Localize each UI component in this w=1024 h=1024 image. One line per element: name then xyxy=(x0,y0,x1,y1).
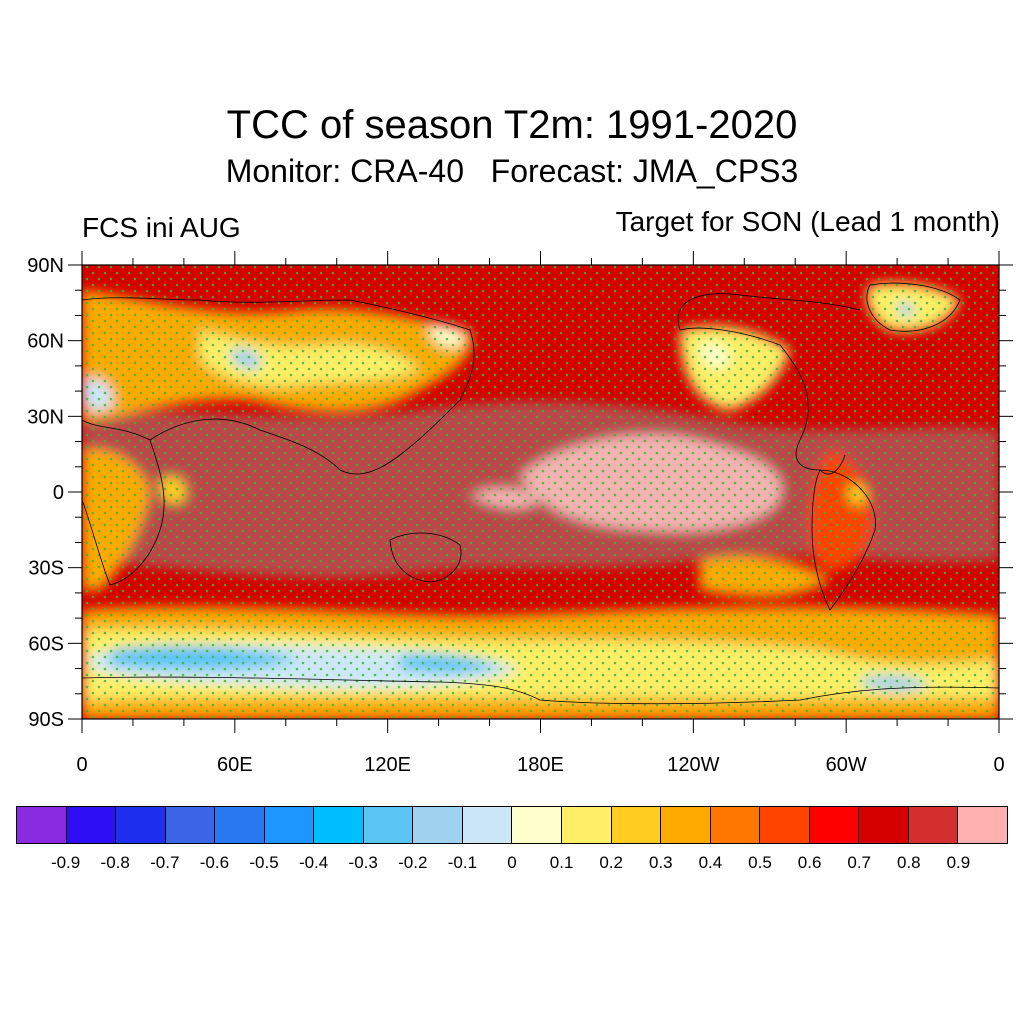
colorbar-swatch xyxy=(314,807,364,843)
lon-tick-label: 120E xyxy=(364,754,411,776)
colorbar-tick-label: 0.1 xyxy=(549,853,574,872)
lon-tick-label: 0 xyxy=(76,754,87,776)
colorbar-swatch xyxy=(215,807,265,843)
lat-tick-label: 90S xyxy=(28,709,64,731)
colorbar-swatch xyxy=(710,807,761,843)
colorbar-tick-label: 0.4 xyxy=(698,853,723,872)
colorbar-tick-label: -0.6 xyxy=(199,853,230,872)
lon-tick-label: 180E xyxy=(517,754,564,776)
colorbar-swatch xyxy=(809,807,860,843)
colorbar-swatch xyxy=(562,807,612,843)
forecast-label: Forecast: JMA_CPS3 xyxy=(490,153,799,189)
longitude-axis: 0 60E 120E 180E 120W 60W 0 xyxy=(76,251,1005,776)
colorbar-tick-label: 0.6 xyxy=(797,853,822,872)
colorbar-swatch xyxy=(661,807,711,843)
colorbar-swatch xyxy=(462,807,513,843)
colorbar-swatch xyxy=(859,807,909,843)
colorbar-tick-label: 0.7 xyxy=(847,853,872,872)
colorbar-swatch xyxy=(611,807,662,843)
colorbar-swatch xyxy=(413,807,463,843)
colorbar-tick-label: 0.8 xyxy=(896,853,921,872)
lon-tick-label: 60W xyxy=(826,754,867,776)
colorbar-tick-label: -0.1 xyxy=(447,853,478,872)
colorbar-tick-label: -0.8 xyxy=(100,853,130,872)
lon-tick-label: 120W xyxy=(667,754,719,776)
colorbar-tick-label: -0.3 xyxy=(348,853,378,872)
lat-tick-label: 60S xyxy=(28,633,64,655)
colorbar-tick-label: 0.2 xyxy=(599,853,624,872)
colorbar-swatch xyxy=(908,807,959,843)
lat-tick-label: 30N xyxy=(27,406,64,428)
colorbar-swatch xyxy=(958,807,1007,843)
lon-tick-label: 0 xyxy=(993,754,1004,776)
map-subtitle: Monitor: CRA-40 Forecast: JMA_CPS3 xyxy=(0,152,1024,190)
lat-tick-label: 90N xyxy=(27,255,64,277)
coastlines xyxy=(82,282,999,705)
colorbar-swatch xyxy=(17,807,67,843)
colorbar-swatch xyxy=(116,807,166,843)
initial-month-label: FCS ini AUG xyxy=(82,212,241,243)
colorbar-tick-label: -0.7 xyxy=(150,853,180,872)
colorbar-tick-label: 0 xyxy=(507,853,517,872)
colorbar-tick-label: -0.4 xyxy=(298,853,329,872)
colorbar-swatch xyxy=(165,807,216,843)
lat-tick-label: 0 xyxy=(53,482,64,504)
colorbar-swatch xyxy=(264,807,315,843)
colorbar-swatch xyxy=(512,807,563,843)
latitude-axis: 90N 60N 30N 0 30S 60S 90S xyxy=(27,255,1013,731)
colorbar-tick-label: -0.2 xyxy=(398,853,428,872)
lon-tick-label: 60E xyxy=(217,754,253,776)
colorbar xyxy=(16,806,1008,844)
target-season-label: Target for SON (Lead 1 month) xyxy=(615,206,1000,237)
map-field xyxy=(82,265,999,719)
colorbar-swatch xyxy=(760,807,810,843)
monitor-label: Monitor: CRA-40 xyxy=(225,153,464,189)
colorbar-tick-label: 0.9 xyxy=(946,853,971,872)
colorbar-tick-label: 0.3 xyxy=(648,853,673,872)
lat-tick-label: 30S xyxy=(28,558,64,580)
correlation-map: 90N 60N 30N 0 30S 60S 90S 0 60E 120E 180E 120W 60W 0 xyxy=(27,251,1013,776)
colorbar-swatch xyxy=(363,807,414,843)
map-title: TCC of season T2m: 1991-2020 xyxy=(226,103,798,147)
colorbar-labels: -0.9 -0.8 -0.7 -0.6 -0.5 -0.4 -0.3 -0.2 -0.1 0 0.1… xyxy=(16,852,1008,876)
colorbar-swatch xyxy=(66,807,117,843)
lat-tick-label: 60N xyxy=(27,331,64,353)
colorbar-tick-label: -0.9 xyxy=(50,853,81,872)
colorbar-tick-label: 0.5 xyxy=(748,853,772,872)
colorbar-tick-label: -0.5 xyxy=(249,853,279,872)
